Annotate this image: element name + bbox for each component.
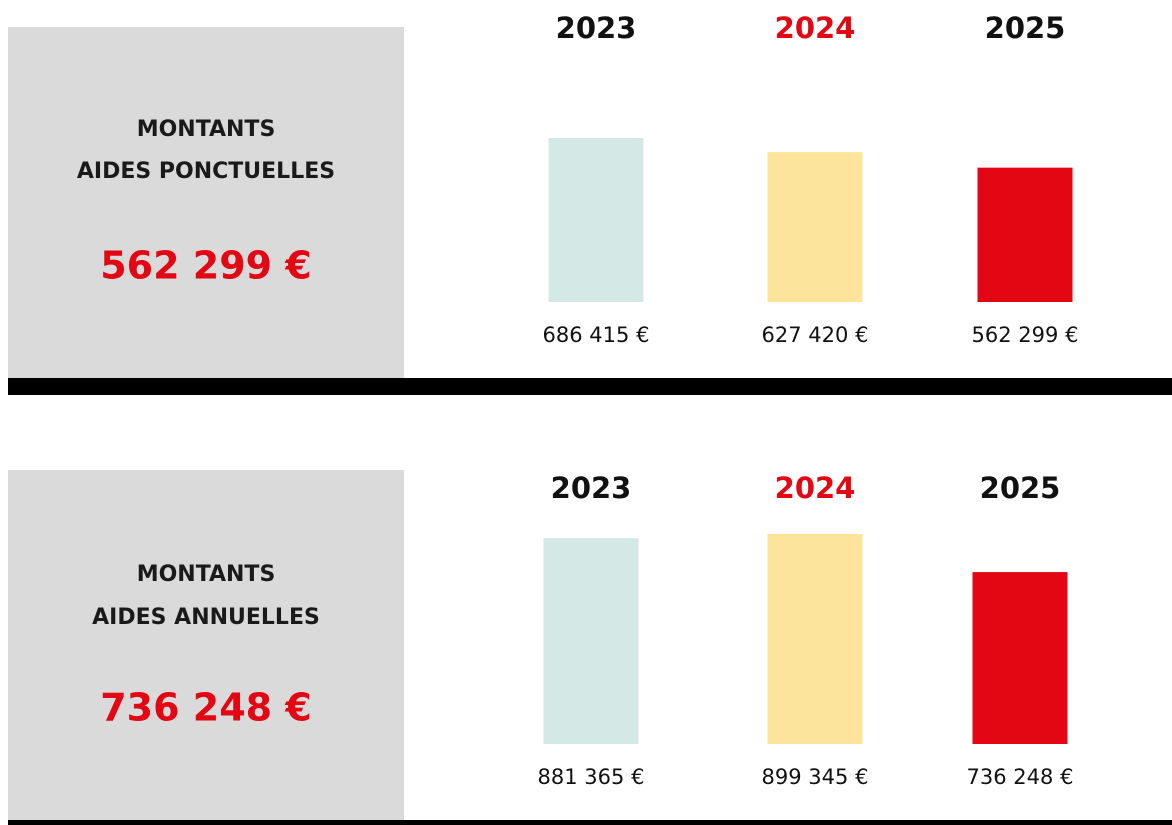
bar (548, 138, 644, 302)
value-label: 686 415 € (543, 323, 650, 347)
bar (977, 167, 1073, 302)
year-label: 2025 (985, 11, 1066, 45)
year-label: 2024 (775, 471, 856, 505)
year-label: 2024 (775, 11, 856, 45)
separator (8, 378, 1172, 395)
panel-title: MONTANTS (137, 117, 276, 142)
value-label: 736 248 € (967, 765, 1074, 789)
panel-total: 736 248 € (100, 686, 312, 730)
value-label: 899 345 € (762, 765, 869, 789)
year-label: 2025 (980, 471, 1061, 505)
value-label: 562 299 € (972, 323, 1079, 347)
bar (767, 534, 863, 744)
panel-title: AIDES ANNUELLES (92, 605, 320, 630)
separator (8, 820, 1172, 825)
bar (767, 152, 863, 302)
panel-title: MONTANTS (137, 562, 276, 587)
year-label: 2023 (556, 11, 637, 45)
bar (972, 572, 1068, 744)
panel-background (8, 470, 404, 820)
panel-title: AIDES PONCTUELLES (77, 159, 335, 184)
panel-total: 562 299 € (100, 244, 312, 288)
bar (543, 538, 639, 744)
value-label: 881 365 € (538, 765, 645, 789)
year-label: 2023 (551, 471, 632, 505)
panel-background (8, 27, 404, 378)
value-label: 627 420 € (762, 323, 869, 347)
